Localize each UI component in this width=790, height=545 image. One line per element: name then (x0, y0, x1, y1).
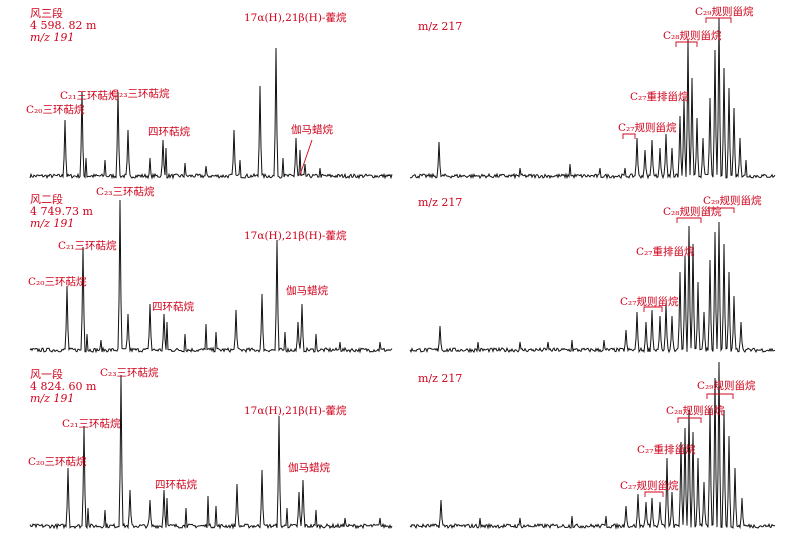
panel1-info: 风三段 4 598. 82 m m/z 191 (30, 8, 96, 44)
p3-label-c21: C₂₁三环萜烷 (62, 418, 121, 430)
panel3-section: 风一段 (30, 368, 63, 381)
p3-c27-bracket (644, 491, 664, 497)
p1-label-tetracyclic: 四环萜烷 (148, 126, 190, 138)
panel1-m217-trace (409, 17, 776, 180)
p1-label-c21: C₂₁三环萜烷 (60, 90, 119, 102)
p3-c29-bracket (706, 393, 734, 399)
p1-label-hopane: 17α(H),21β(H)-藿烷 (244, 12, 347, 24)
p3-label-c27-rearranged: C₂₇重排甾烷 (637, 444, 696, 456)
p3-label-c20: C₂₀三环萜烷 (28, 456, 87, 468)
p2-label-c27-regular: C₂₇规则甾烷 (620, 296, 679, 308)
p2-label-c20: C₂₀三环萜烷 (28, 276, 87, 288)
p1-label-c29-regular: C₂₉规则甾烷 (695, 6, 754, 18)
panel2-m191-trace (29, 199, 393, 354)
p1-label-c28-regular: C₂₈规则甾烷 (663, 30, 722, 42)
p2-label-c29-regular: C₂₉规则甾烷 (703, 195, 762, 207)
panel1-depth: 4 598. 82 m (30, 19, 97, 32)
p2-label-hopane: 17α(H),21β(H)-藿烷 (244, 230, 347, 242)
p3-label-c27-regular: C₂₇规则甾烷 (620, 480, 679, 492)
panel1-m191-trace (29, 47, 393, 180)
panel2-mz-right: m/z 217 (418, 196, 463, 209)
panel1-mz-right: m/z 217 (418, 20, 463, 33)
panel2-m217-trace (409, 221, 776, 354)
panel3-mz-left: m/z 191 (30, 392, 75, 405)
p1-label-gammacerane: 伽马蜡烷 (291, 124, 333, 136)
p3-label-hopane: 17α(H),21β(H)-藿烷 (244, 405, 347, 417)
p1-label-c27-rearranged: C₂₇重排甾烷 (630, 91, 689, 103)
p2-c28-bracket (676, 217, 702, 223)
panel2-section: 风二段 (30, 193, 63, 206)
p1-gammacerane-leader (299, 139, 313, 176)
p3-label-c23: C₂₃三环萜烷 (100, 367, 159, 379)
p2-c27-bracket (643, 306, 663, 312)
panel3-info: 风一段 4 824. 60 m m/z 191 (30, 369, 96, 405)
p1-c29-bracket (705, 17, 732, 23)
p2-label-c23: C₂₃三环萜烷 (96, 186, 155, 198)
panel2-info: 风二段 4 749.73 m m/z 191 (30, 194, 93, 230)
panel3-m191-trace (29, 374, 393, 530)
p2-c29-bracket (708, 207, 735, 213)
p3-label-gammacerane: 伽马蜡烷 (288, 462, 330, 474)
panel2-depth: 4 749.73 m (30, 205, 93, 218)
p2-label-gammacerane: 伽马蜡烷 (286, 285, 328, 297)
p1-label-c20: C₂₀三环萜烷 (26, 104, 85, 116)
p1-label-c23: C₂₃三环萜烷 (111, 88, 170, 100)
p1-c27-bracket (622, 133, 636, 139)
panel3-mz-right: m/z 217 (418, 372, 463, 385)
p3-c28-bracket (677, 417, 702, 423)
panel2-mz-left: m/z 191 (30, 217, 75, 230)
panel3-m217-trace (409, 361, 776, 530)
p1-c28-bracket (675, 41, 698, 47)
p1-label-c27-regular: C₂₇规则甾烷 (618, 122, 677, 134)
panel1-section: 风三段 (30, 7, 63, 20)
p3-label-c29-regular: C₂₉规则甾烷 (697, 380, 756, 392)
panel1-mz-left: m/z 191 (30, 31, 75, 44)
p2-label-c28-regular: C₂₈规则甾烷 (663, 206, 722, 218)
p2-label-tetracyclic: 四环萜烷 (152, 301, 194, 313)
p3-label-tetracyclic: 四环萜烷 (155, 479, 197, 491)
p2-label-c21: C₂₁三环萜烷 (58, 240, 117, 252)
p2-label-c27-rearranged: C₂₇重排甾烷 (636, 246, 695, 258)
panel3-depth: 4 824. 60 m (30, 380, 97, 393)
p3-label-c28-regular: C₂₈规则甾烷 (666, 405, 725, 417)
